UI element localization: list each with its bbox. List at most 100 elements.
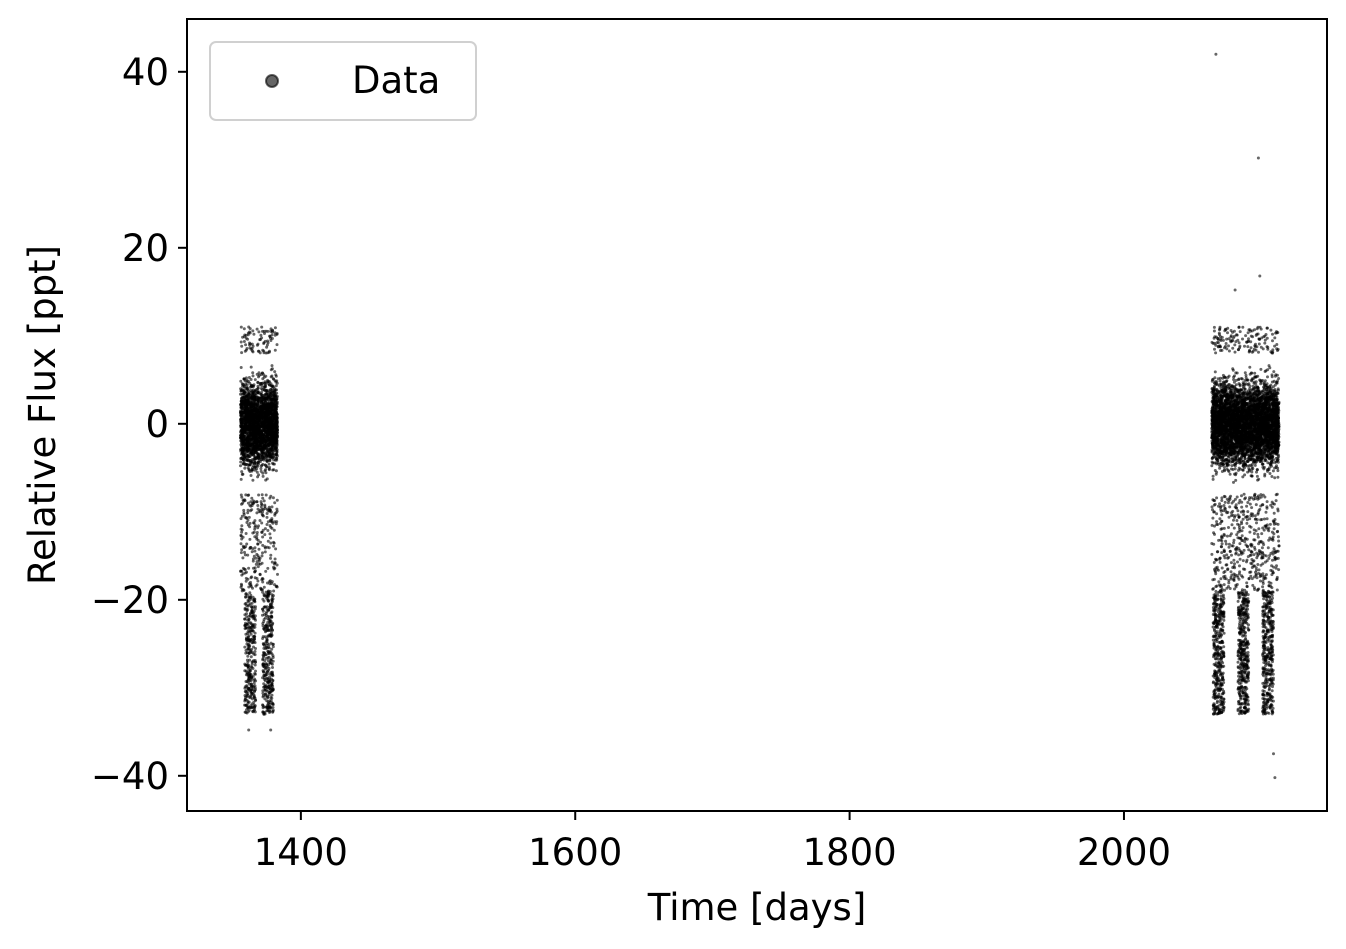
data-point — [239, 551, 243, 555]
data-point — [248, 346, 252, 350]
data-point — [244, 376, 248, 380]
data-point — [248, 682, 251, 686]
data-point — [253, 710, 257, 714]
data-point — [244, 595, 248, 599]
data-point — [257, 453, 261, 457]
data-point — [262, 585, 266, 589]
data-point — [1234, 383, 1238, 387]
data-point — [1272, 370, 1276, 374]
data-point — [273, 416, 277, 420]
data-point — [256, 542, 260, 546]
data-point — [264, 667, 267, 671]
data-point — [263, 527, 267, 531]
data-point — [262, 620, 266, 624]
data-point — [262, 670, 266, 674]
data-point — [252, 554, 256, 558]
data-point — [273, 513, 277, 517]
data-point — [250, 706, 254, 710]
data-point — [268, 579, 272, 583]
data-point — [270, 364, 274, 368]
data-point — [272, 565, 275, 569]
data-point — [240, 589, 244, 593]
data-point — [240, 524, 244, 528]
data-point — [267, 462, 271, 466]
data-point — [260, 493, 264, 497]
data-point — [260, 463, 264, 467]
data-point — [246, 654, 250, 658]
data-point — [243, 550, 246, 554]
data-point — [275, 343, 279, 347]
data-point — [263, 411, 267, 415]
data-point — [266, 450, 270, 454]
data-point — [260, 431, 264, 435]
data-point — [249, 378, 253, 381]
data-point — [244, 414, 248, 418]
data-point — [252, 617, 256, 621]
data-point — [241, 472, 245, 476]
data-point — [263, 710, 267, 714]
data-point — [275, 458, 279, 462]
data-point — [255, 343, 259, 347]
data-point — [270, 526, 274, 530]
data-point — [275, 433, 279, 437]
data-point — [241, 544, 245, 548]
data-point — [245, 380, 249, 384]
data-point — [246, 501, 250, 505]
data-point — [245, 604, 249, 607]
data-point — [267, 589, 270, 593]
data-point — [249, 673, 253, 676]
data-point — [263, 550, 267, 554]
data-point — [246, 458, 250, 462]
data-point — [265, 465, 268, 469]
data-point — [254, 524, 258, 528]
data-point — [265, 699, 269, 703]
data-point — [245, 703, 249, 707]
data-point — [259, 467, 263, 471]
data-point — [247, 603, 251, 607]
data-point — [266, 689, 270, 693]
data-point — [271, 703, 275, 706]
data-point — [270, 385, 274, 388]
data-point — [251, 426, 255, 430]
data-point — [270, 505, 274, 509]
data-point — [269, 553, 273, 557]
data-point — [267, 402, 271, 406]
data-point — [257, 413, 261, 417]
data-point — [1218, 379, 1222, 383]
data-point — [249, 388, 253, 392]
data-point — [247, 686, 251, 690]
data-point — [262, 651, 266, 655]
data-points — [239, 52, 1281, 780]
data-point — [247, 515, 251, 519]
data-point — [270, 610, 274, 614]
data-point — [239, 387, 243, 391]
data-point — [243, 466, 247, 470]
data-point — [267, 634, 271, 638]
data-point — [245, 680, 249, 684]
data-point — [263, 642, 267, 646]
data-point — [268, 532, 272, 536]
data-point — [269, 536, 272, 540]
data-point — [264, 468, 268, 472]
data-point — [271, 405, 275, 409]
data-point — [246, 672, 250, 676]
data-point — [251, 417, 255, 420]
data-point — [242, 383, 246, 387]
data-point — [249, 621, 253, 625]
data-point — [247, 437, 251, 441]
data-point — [263, 688, 267, 692]
data-point — [275, 452, 278, 456]
data-point — [251, 329, 255, 333]
data-point — [239, 340, 243, 344]
data-point — [247, 647, 251, 651]
data-point — [274, 407, 278, 411]
data-point — [240, 425, 244, 429]
data-point — [261, 371, 265, 375]
data-point — [254, 660, 257, 664]
data-point — [262, 398, 266, 402]
data-point — [262, 594, 266, 598]
data-point — [274, 410, 278, 414]
data-point — [262, 417, 266, 421]
data-point — [272, 393, 276, 397]
data-point — [270, 693, 274, 697]
